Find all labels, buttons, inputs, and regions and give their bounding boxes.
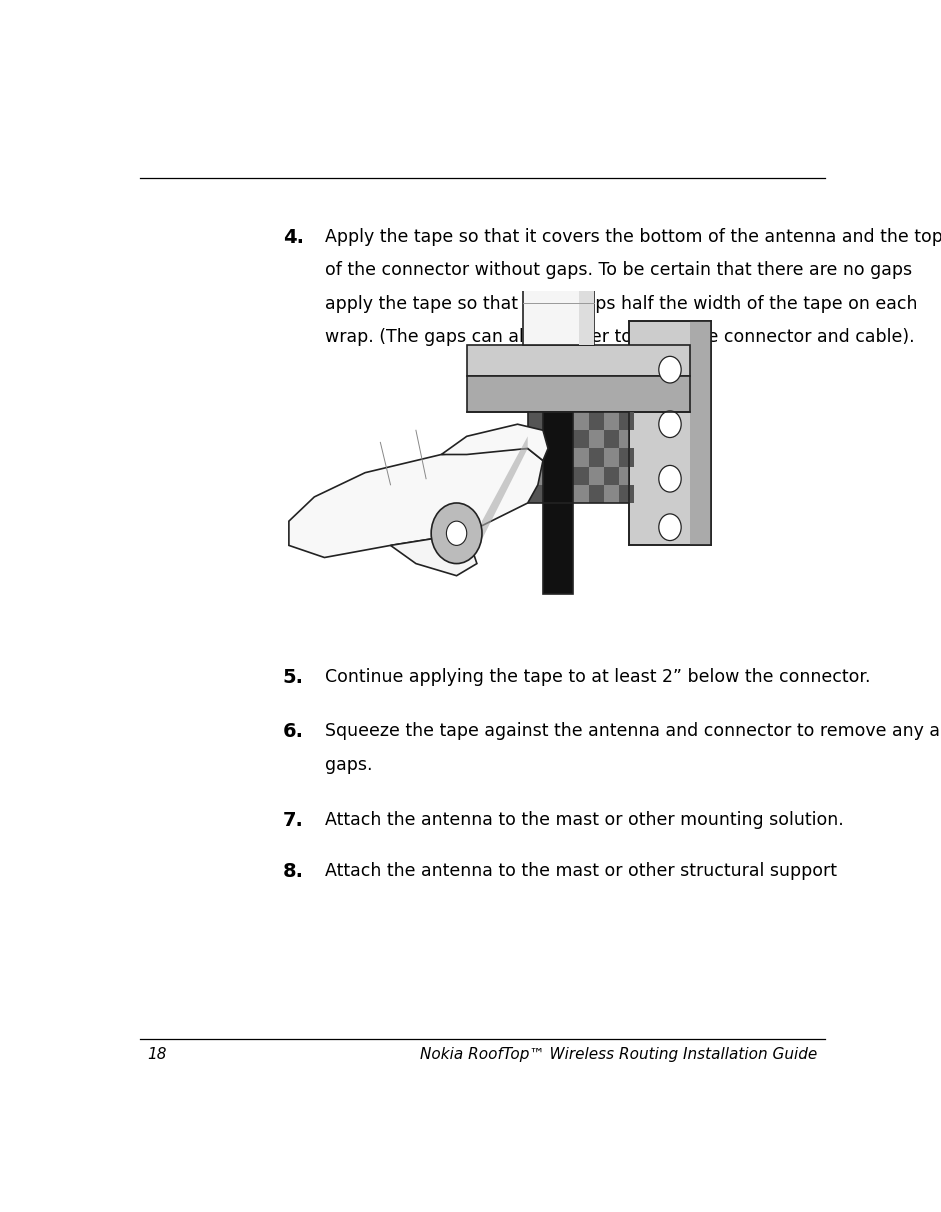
Polygon shape	[528, 412, 630, 503]
Polygon shape	[467, 345, 691, 376]
Text: 7.: 7.	[282, 811, 304, 830]
Polygon shape	[573, 236, 586, 273]
Circle shape	[659, 356, 681, 383]
Bar	[619, 412, 634, 430]
Polygon shape	[533, 182, 583, 212]
Polygon shape	[482, 436, 528, 539]
Polygon shape	[579, 273, 594, 345]
Polygon shape	[630, 321, 710, 545]
Circle shape	[446, 521, 467, 545]
Bar	[558, 448, 573, 467]
Circle shape	[659, 411, 681, 438]
Bar	[528, 448, 543, 467]
Circle shape	[659, 514, 681, 541]
Text: 8.: 8.	[282, 862, 304, 881]
Bar	[558, 485, 573, 503]
Circle shape	[659, 465, 681, 492]
Text: 4.: 4.	[282, 228, 304, 246]
Bar	[604, 467, 619, 485]
Polygon shape	[467, 376, 691, 412]
Circle shape	[431, 503, 482, 564]
Bar	[543, 467, 558, 485]
Text: Squeeze the tape against the antenna and connector to remove any air: Squeeze the tape against the antenna and…	[326, 722, 941, 741]
Text: Attach the antenna to the mast or other mounting solution.: Attach the antenna to the mast or other …	[326, 811, 844, 829]
Polygon shape	[548, 164, 568, 182]
Bar	[573, 467, 589, 485]
Bar	[589, 485, 604, 503]
Polygon shape	[691, 321, 710, 545]
Polygon shape	[540, 212, 576, 236]
Text: of the connector without gaps. To be certain that there are no gaps: of the connector without gaps. To be cer…	[326, 261, 913, 279]
Bar	[604, 430, 619, 448]
Bar	[558, 412, 573, 430]
Text: 18: 18	[147, 1047, 167, 1062]
Bar	[573, 430, 589, 448]
Text: 6.: 6.	[282, 722, 304, 742]
Bar	[589, 448, 604, 467]
Polygon shape	[441, 424, 548, 461]
Text: wrap. (The gaps can allow water to enter the connector and cable).: wrap. (The gaps can allow water to enter…	[326, 328, 915, 347]
Text: gaps.: gaps.	[326, 756, 373, 773]
Polygon shape	[543, 412, 573, 594]
Polygon shape	[531, 236, 586, 273]
Text: Nokia RoofTop™ Wireless Routing Installation Guide: Nokia RoofTop™ Wireless Routing Installa…	[421, 1047, 818, 1062]
Text: Attach the antenna to the mast or other structural support: Attach the antenna to the mast or other …	[326, 862, 837, 880]
Text: apply the tape so that it overlaps half the width of the tape on each: apply the tape so that it overlaps half …	[326, 295, 918, 313]
Bar	[589, 412, 604, 430]
Bar	[619, 448, 634, 467]
Bar	[619, 485, 634, 503]
Text: Continue applying the tape to at least 2” below the connector.: Continue applying the tape to at least 2…	[326, 668, 871, 686]
Polygon shape	[289, 448, 543, 558]
Bar	[528, 412, 543, 430]
Polygon shape	[522, 273, 594, 345]
Text: Apply the tape so that it covers the bottom of the antenna and the top: Apply the tape so that it covers the bot…	[326, 228, 941, 246]
Bar	[528, 485, 543, 503]
Text: 5.: 5.	[282, 668, 304, 687]
Polygon shape	[391, 533, 477, 576]
Bar	[543, 430, 558, 448]
